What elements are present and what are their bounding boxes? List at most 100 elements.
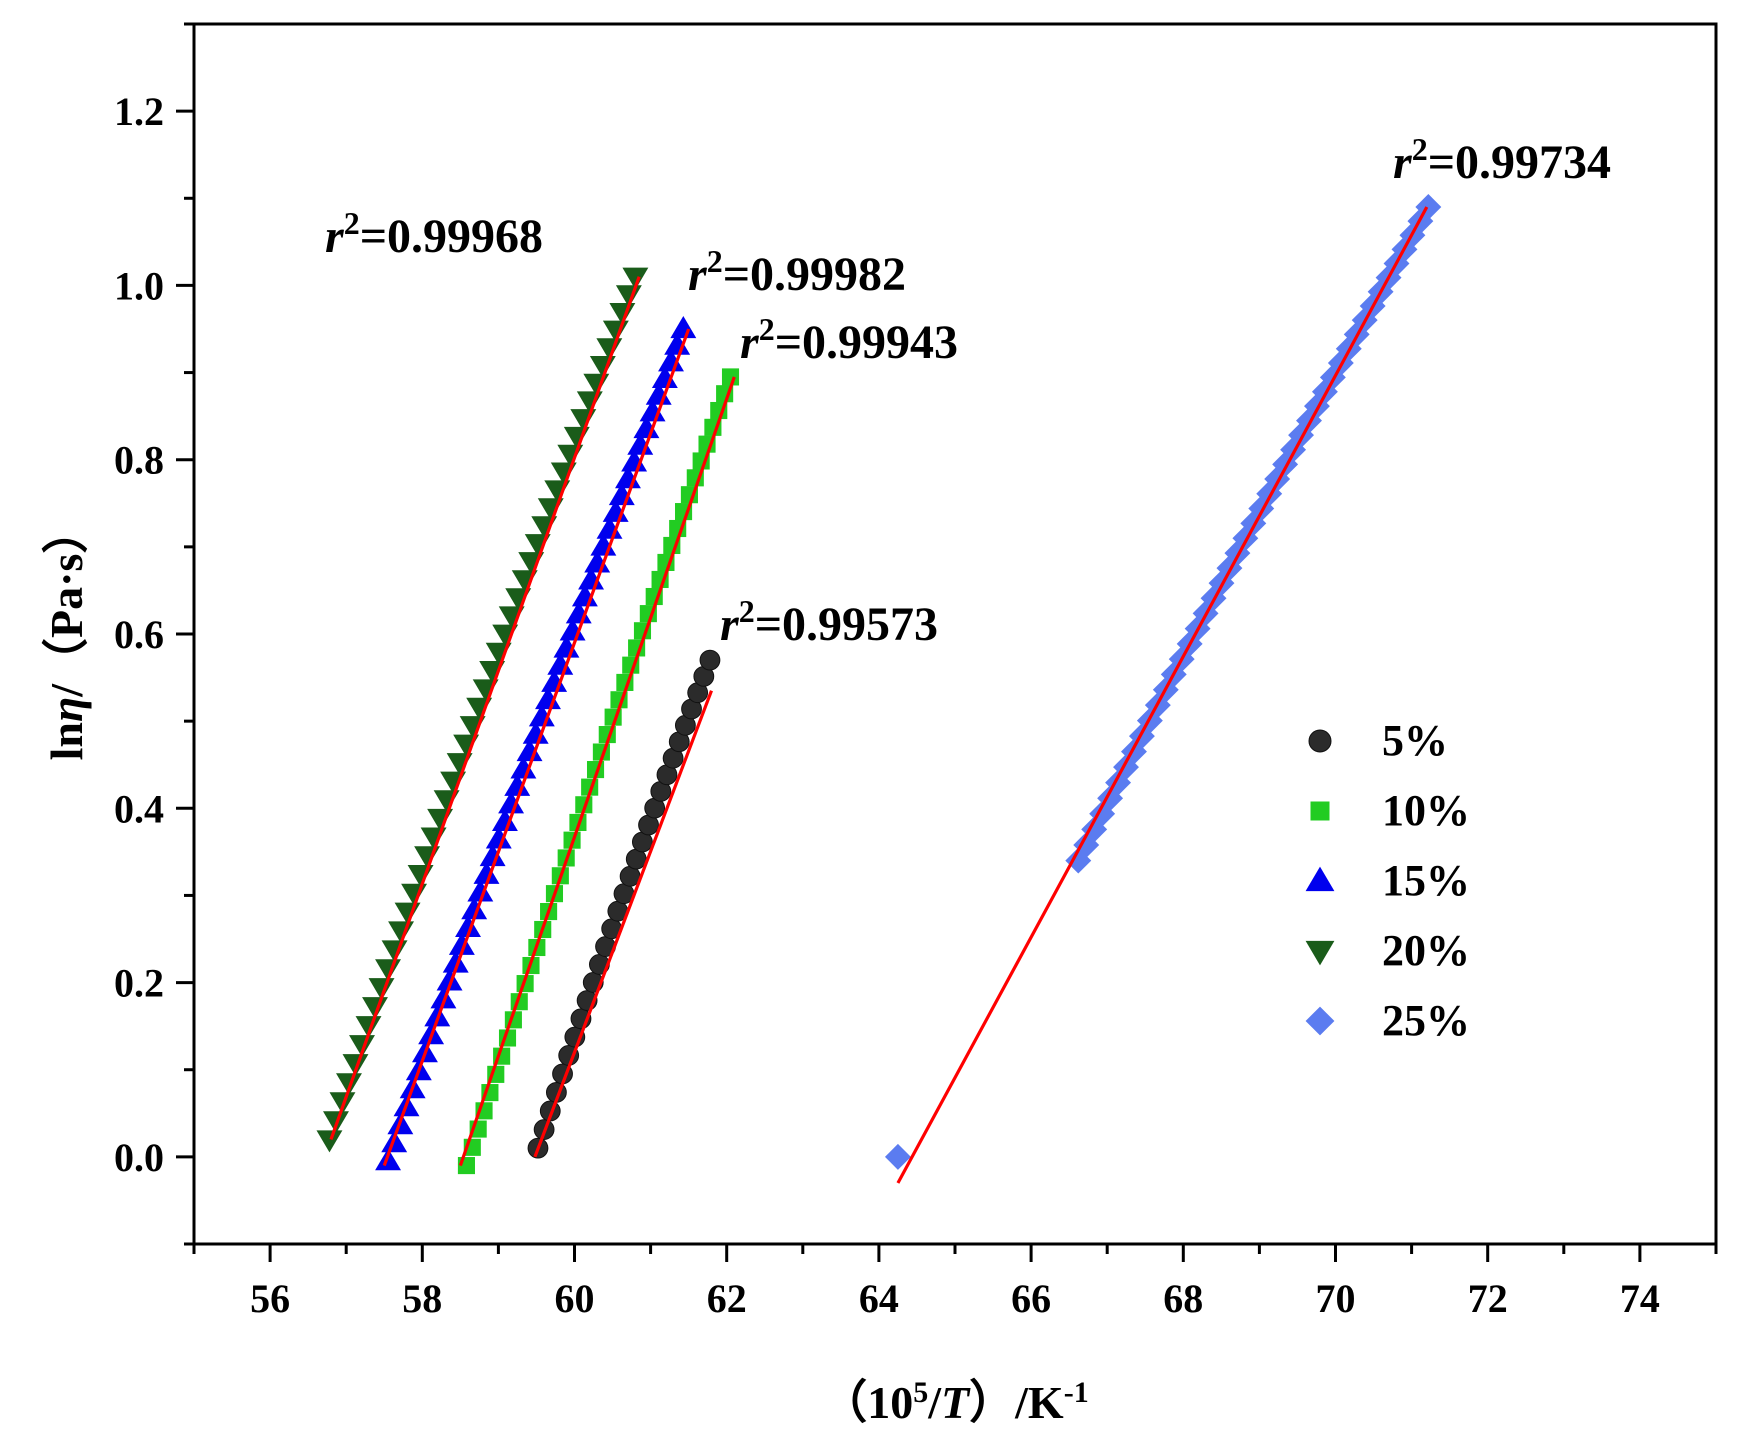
r2-symbol: r [1393, 136, 1413, 189]
r2-value: =0.99573 [755, 598, 938, 651]
data-point [639, 399, 666, 422]
x-tick-label: 72 [1468, 1276, 1508, 1321]
data-point [498, 791, 525, 814]
legend-marker [1305, 866, 1335, 892]
fit-line-5pct [533, 690, 713, 1158]
data-point [467, 879, 494, 902]
x-tick-label: 62 [707, 1276, 747, 1321]
r2-symbol: r [688, 248, 708, 301]
data-point [349, 1035, 375, 1058]
x-axis-title: （105/T）/K-1 [821, 1376, 1088, 1429]
x-tick-label: 56 [250, 1276, 290, 1321]
r2-value: =0.99982 [723, 248, 906, 301]
data-point [547, 652, 574, 675]
fit-line-25pct [896, 206, 1429, 1184]
y-tick-label: 0.8 [114, 438, 164, 483]
legend-item: 15% [1305, 856, 1470, 905]
y-tick-label: 0.2 [114, 961, 164, 1006]
data-point [1272, 451, 1299, 478]
data-point [633, 416, 660, 439]
data-point [491, 808, 518, 831]
y-axis-title: lnη/（Pa·s） [41, 508, 92, 761]
legend-item: 20% [1305, 926, 1470, 975]
data-point [651, 366, 678, 389]
data-point [670, 316, 697, 339]
x-axis-title-unit_sup: -1 [1064, 1376, 1089, 1409]
data-point [485, 826, 512, 849]
legend-label: 5% [1382, 716, 1448, 765]
data-point [664, 332, 691, 355]
r2-value: =0.99943 [775, 316, 958, 369]
data-point [645, 382, 672, 405]
r2-annotation: r2=0.99734 [1393, 131, 1611, 189]
data-point [528, 704, 555, 727]
y-tick-label: 0.6 [114, 612, 164, 657]
x-axis-title-open: （ [821, 1377, 867, 1428]
r2-symbol: r [720, 598, 740, 651]
data-point [553, 635, 580, 658]
r2-value: =0.99968 [360, 210, 543, 263]
data-point [1224, 540, 1251, 567]
data-point [461, 897, 488, 920]
data-point [559, 618, 586, 641]
legend-item: 25% [1305, 996, 1470, 1045]
x-tick-label: 74 [1620, 1276, 1660, 1321]
x-axis-title-unit: /K [1014, 1377, 1064, 1428]
r2-superscript: 2 [707, 243, 723, 279]
x-tick-label: 64 [859, 1276, 899, 1321]
data-point [541, 669, 568, 692]
r2-symbol: r [325, 210, 345, 263]
r2-annotation: r2=0.99982 [688, 243, 906, 301]
y-axis-title-fn: ln [41, 722, 92, 760]
legend-marker [1305, 940, 1335, 966]
legend-item: 10% [1310, 786, 1470, 835]
x-tick-label: 58 [402, 1276, 442, 1321]
r2-superscript: 2 [1412, 131, 1428, 167]
y-tick-label: 1.2 [114, 89, 164, 134]
data-point [522, 721, 549, 744]
data-point [336, 1073, 362, 1096]
data-point [615, 466, 641, 489]
legend-label: 15% [1382, 856, 1470, 905]
data-point [430, 986, 457, 1009]
y-tick-label: 1.0 [114, 263, 164, 308]
data-point [455, 915, 481, 938]
legend-marker [1310, 801, 1330, 821]
fit-lines [329, 206, 1429, 1184]
data-point [516, 739, 543, 762]
data-point [510, 756, 537, 779]
legend-label: 20% [1382, 926, 1470, 975]
data-point [621, 449, 648, 472]
legend-label: 10% [1382, 786, 1470, 835]
y-axis-title-var: η [41, 697, 92, 722]
axes: 56 58 60 62 64 66 68 70 72 74 0.0 0.2 0.4 0.6 0.8 1.0 1.… [41, 22, 1718, 1429]
data-point [627, 432, 654, 455]
data-point [884, 1143, 911, 1170]
legend-item: 5% [1308, 716, 1448, 765]
data-point [1415, 194, 1442, 220]
data-point [699, 649, 721, 671]
data-point [1121, 738, 1147, 765]
r2-annotation: r2=0.99573 [720, 593, 938, 651]
legend-marker [1308, 729, 1332, 753]
x-tick-label: 60 [555, 1276, 595, 1321]
legend: 5% 10% 15% 20% 25% [1305, 716, 1470, 1045]
data-point [658, 349, 684, 372]
r2-superscript: 2 [739, 593, 755, 629]
fit-line-10pct [458, 376, 736, 1167]
data-point [1280, 436, 1307, 463]
x-axis-title-var: T [941, 1377, 971, 1428]
data-point [1303, 393, 1330, 420]
fit-line-20pct [329, 276, 641, 1140]
r2-value: =0.99734 [1428, 136, 1611, 189]
data-point [1097, 785, 1124, 812]
legend-marker [1305, 1006, 1335, 1036]
data-point [442, 950, 469, 973]
x-tick-label: 70 [1316, 1276, 1356, 1321]
x-tick-label: 68 [1163, 1276, 1203, 1321]
y-tick-label: 0.0 [114, 1135, 164, 1180]
data-point [473, 861, 500, 884]
data-point [1105, 769, 1132, 796]
